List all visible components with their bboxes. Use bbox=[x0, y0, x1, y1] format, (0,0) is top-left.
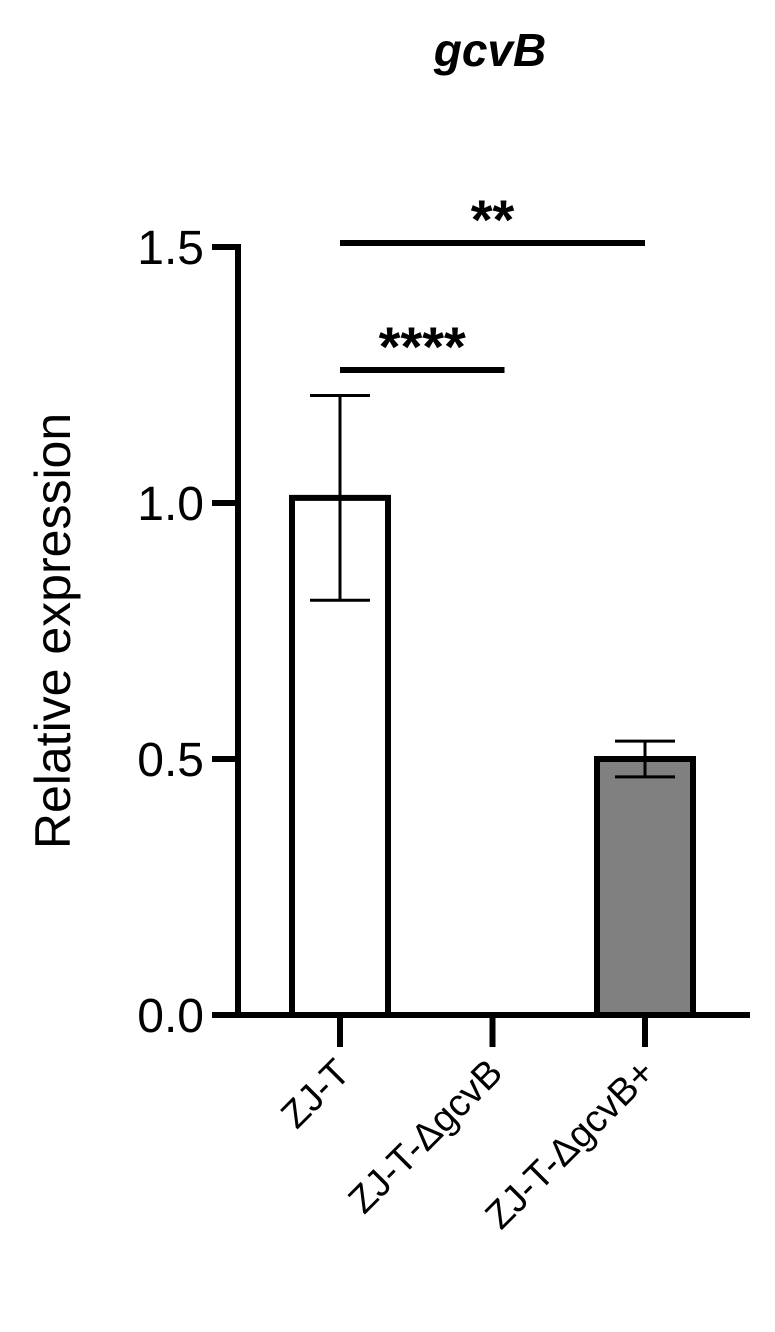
chart-title: gcvB bbox=[433, 24, 546, 76]
y-tick-label: 0.0 bbox=[137, 990, 204, 1043]
y-tick-label: 1.0 bbox=[137, 478, 204, 531]
x-tick-label: ZJ-T-ΔgcvB bbox=[341, 1052, 511, 1222]
significance-label: **** bbox=[379, 315, 466, 378]
bar bbox=[594, 756, 696, 1018]
x-tick-label: ZJ-T bbox=[273, 1052, 358, 1137]
y-tick-label: 1.5 bbox=[137, 222, 204, 275]
y-tick-label: 0.5 bbox=[137, 734, 204, 787]
y-axis-label: Relative expression bbox=[25, 413, 81, 849]
significance-label: ** bbox=[471, 188, 515, 251]
